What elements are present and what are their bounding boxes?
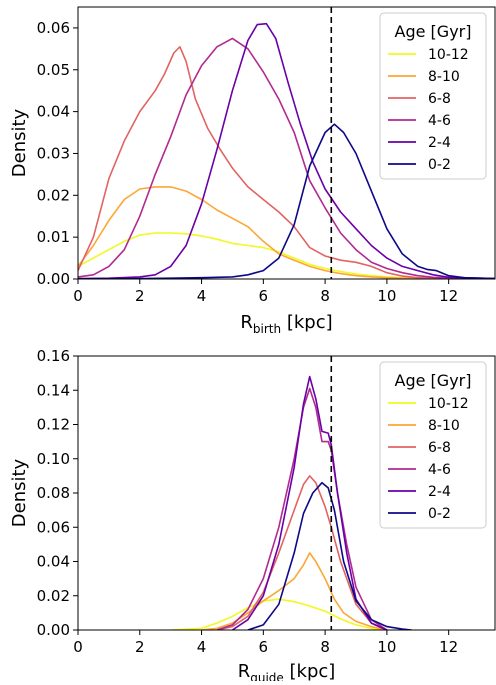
series-line-6-8: [78, 46, 495, 279]
x-tick-label: 12: [439, 638, 458, 656]
y-tick-label: 0.00: [37, 270, 70, 288]
legend-entry-label: 8-10: [428, 418, 460, 434]
legend-entry-label: 4-6: [428, 113, 451, 129]
x-tick-label: 10: [377, 638, 396, 656]
legend-entry-label: 8-10: [428, 69, 460, 85]
y-tick-label: 0.12: [37, 416, 70, 434]
x-tick-label: 0: [73, 287, 83, 305]
y-axis-label: Density: [9, 108, 30, 177]
legend: Age [Gyr] 10-12 8-10 6-8 4-6 2-4 0-2: [379, 12, 487, 180]
x-tick-label: 12: [439, 287, 458, 305]
legend-entry-label: 2-4: [428, 135, 451, 151]
legend-entry-label: 2-4: [428, 484, 451, 500]
y-tick-label: 0.01: [37, 228, 70, 246]
legend-title: Age [Gyr]: [395, 371, 472, 390]
x-tick-label: 0: [73, 638, 83, 656]
legend: Age [Gyr] 10-12 8-10 6-8 4-6 2-4 0-2: [379, 361, 487, 529]
series-group: [170, 375, 412, 630]
series-line-0-2: [247, 481, 412, 630]
series-line-4-6: [216, 387, 388, 630]
x-tick-label: 8: [320, 638, 330, 656]
legend-entry-label: 6-8: [428, 91, 451, 107]
series-line-10-12: [170, 598, 387, 630]
x-tick-label: 4: [197, 287, 207, 305]
legend-entry-label: 0-2: [428, 157, 451, 173]
chart-panel-2: 0 2 4 6 8 10 12 0.00 0.02 0.04 0.06 0.08 0.10 0.12 0.1…: [9, 347, 496, 685]
y-tick-label: 0.08: [37, 484, 70, 502]
x-tick-label: 10: [377, 287, 396, 305]
series-line-8-10: [78, 186, 495, 279]
legend-entry-label: 4-6: [428, 462, 451, 478]
y-tick-label: 0.03: [37, 144, 70, 162]
x-axis-label: Rbirth [kpc]: [240, 312, 332, 336]
legend-entry-label: 10-12: [428, 396, 469, 412]
y-tick-label: 0.06: [37, 518, 70, 536]
x-tick-label: 6: [259, 638, 269, 656]
x-tick-label: 2: [135, 638, 145, 656]
series-line-2-4: [231, 375, 388, 630]
chart-panel-1: 0 2 4 6 8 10 12 0.00 0.01 0.02 0.03 0.04 0.05 0.06 Rbi…: [9, 6, 496, 336]
series-line-0-2: [78, 123, 495, 279]
y-tick-label: 0.02: [37, 186, 70, 204]
y-tick-label: 0.14: [37, 381, 70, 399]
legend-entry-label: 6-8: [428, 440, 451, 456]
y-tick-label: 0.04: [37, 553, 70, 571]
series-line-2-4: [78, 22, 495, 279]
y-tick-label: 0.02: [37, 587, 70, 605]
axes-frame: [77, 6, 496, 280]
y-axis-label: Density: [9, 458, 30, 527]
y-tick-label: 0.00: [37, 621, 70, 639]
y-tick-label: 0.04: [37, 103, 70, 121]
legend-title: Age [Gyr]: [395, 22, 472, 41]
y-tick-label: 0.06: [37, 19, 70, 37]
y-tick-label: 0.05: [37, 61, 70, 79]
legend-entry-label: 0-2: [428, 506, 451, 522]
y-tick-label: 0.10: [37, 450, 70, 468]
x-tick-label: 8: [320, 287, 330, 305]
x-axis-label: Rguide [kpc]: [238, 661, 336, 681]
x-tick-label: 6: [259, 287, 269, 305]
x-tick-label: 4: [197, 638, 207, 656]
series-line-6-8: [216, 475, 388, 630]
series-line-4-6: [78, 37, 495, 279]
series-group: [78, 22, 495, 279]
legend-entry-label: 10-12: [428, 47, 469, 63]
x-tick-label: 2: [135, 287, 145, 305]
y-tick-label: 0.16: [37, 347, 70, 365]
